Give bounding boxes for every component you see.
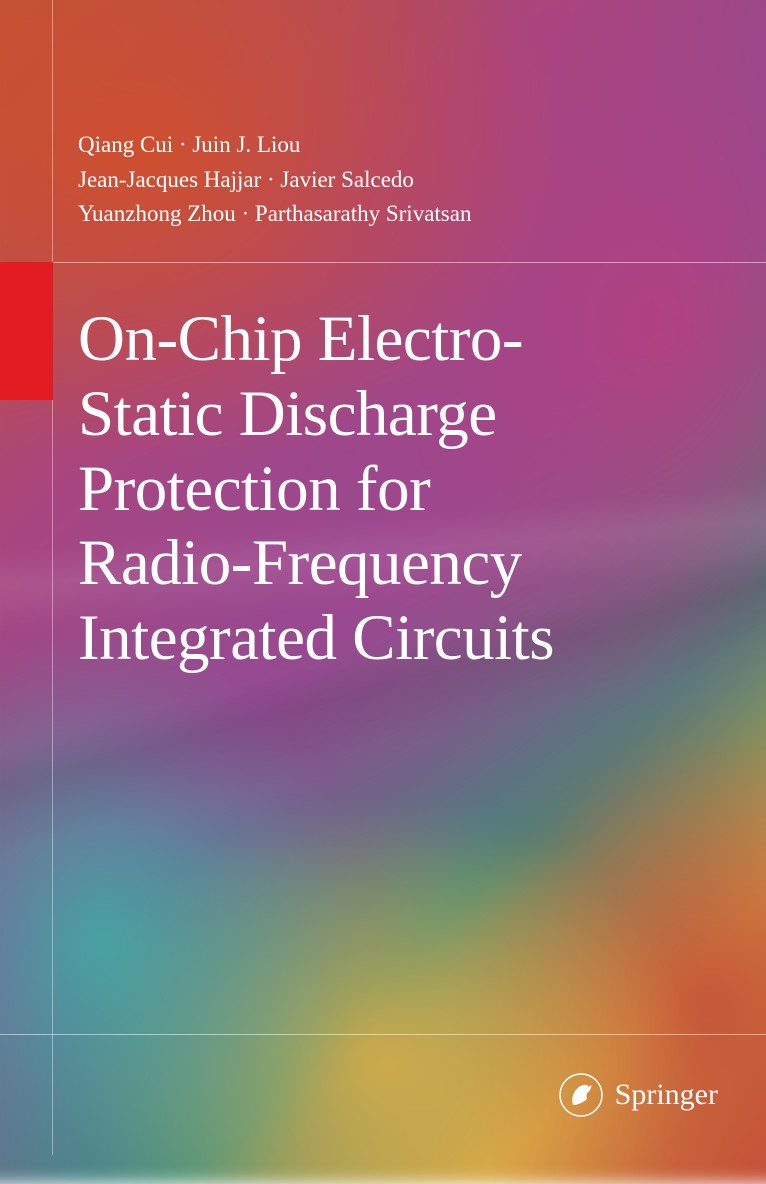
springer-horse-icon	[559, 1073, 603, 1117]
cover-content: Qiang Cui · Juin J. Liou Jean-Jacques Ha…	[0, 0, 766, 1155]
title-line-4: Radio-Frequency	[78, 526, 554, 601]
publisher-name: Springer	[615, 1078, 718, 1112]
title-line-3: Protection for	[78, 452, 554, 527]
title-line-1: On-Chip Electro-	[78, 302, 554, 377]
publisher-block: Springer	[559, 1073, 718, 1117]
authors-line-3: Yuanzhong Zhou · Parthasarathy Srivatsan	[78, 197, 471, 232]
authors-line-2: Jean-Jacques Hajjar · Javier Salcedo	[78, 163, 471, 198]
title-line-5: Integrated Circuits	[78, 601, 554, 676]
authors-line-1: Qiang Cui · Juin J. Liou	[78, 128, 471, 163]
authors-block: Qiang Cui · Juin J. Liou Jean-Jacques Ha…	[78, 128, 471, 232]
book-title: On-Chip Electro- Static Discharge Protec…	[78, 302, 554, 676]
title-line-2: Static Discharge	[78, 377, 554, 452]
